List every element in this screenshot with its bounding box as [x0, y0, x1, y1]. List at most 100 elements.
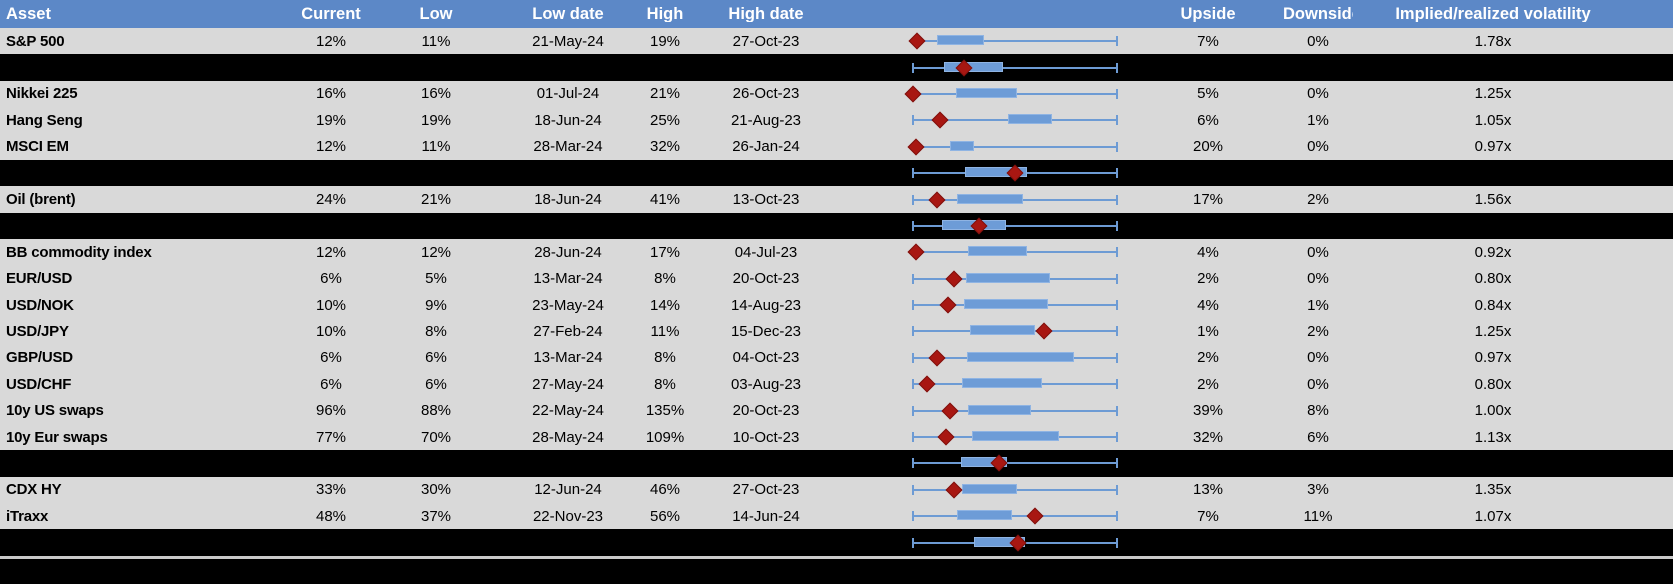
range-boxplot [833, 266, 1133, 292]
range-box [937, 35, 985, 46]
upside-value: 4% [1197, 244, 1219, 260]
high-value: 25% [649, 112, 681, 128]
low-value: 8% [425, 323, 447, 339]
low-date-value: 21-May-24 [532, 33, 604, 49]
high-date-value: 27-Oct-23 [732, 33, 800, 49]
table-row: Nikkei 225 16% 16% 01-Jul-24 21% 26-Oct-23 5% 0… [0, 80, 1673, 108]
high-date-value: 13-Oct-23 [732, 192, 800, 208]
whisker-cap-left [912, 484, 914, 495]
asset-name: iTraxx [6, 508, 49, 524]
whisker-cap-left [912, 379, 914, 390]
implied-realized-value: 0.92x [1474, 244, 1512, 260]
range-boxplot [833, 213, 1133, 239]
column-header-asset: Asset [6, 5, 51, 23]
range-boxplot [833, 134, 1133, 160]
whisker-cap-right [1116, 484, 1118, 495]
current-diamond-marker [937, 428, 955, 446]
bottom-divider [0, 555, 1673, 559]
whisker-line [913, 224, 1117, 227]
asset-name: Hang Seng [6, 112, 83, 128]
range-boxplot [833, 318, 1133, 344]
whisker-cap-left [912, 220, 914, 231]
current-value: 19% [315, 112, 347, 128]
whisker-cap-left [912, 273, 914, 284]
low-value: 70% [420, 429, 452, 445]
whisker-line [913, 462, 1117, 465]
whisker-line [913, 66, 1117, 69]
column-header-low-date: Low date [532, 5, 604, 23]
upside-value: 5% [1197, 86, 1219, 102]
low-date-value: 23-May-24 [532, 297, 604, 313]
range-box [943, 61, 1003, 72]
low-date-value: 12-Jun-24 [534, 482, 602, 498]
current-diamond-marker [904, 85, 922, 103]
range-boxplot [833, 160, 1133, 186]
whisker-cap-right [1116, 115, 1118, 126]
range-box [1007, 114, 1052, 125]
table-row: 10y US swaps 96% 88% 22-May-24 135% 20-Oct-23… [0, 397, 1673, 424]
whisker-cap-left [912, 511, 914, 522]
upside-value: 17% [1192, 192, 1224, 208]
current-value: 12% [315, 139, 347, 155]
range-boxplot [833, 54, 1133, 80]
downside-value: 6% [1307, 429, 1329, 445]
high-value: 56% [649, 508, 681, 524]
high-date-value: 04-Oct-23 [732, 350, 800, 366]
separator-row [0, 529, 1673, 556]
whisker-cap-left [912, 62, 914, 73]
current-diamond-marker [1035, 322, 1053, 340]
separator-row [0, 54, 1673, 81]
implied-realized-value: 1.13x [1474, 429, 1512, 445]
downside-value: 1% [1307, 297, 1329, 313]
current-diamond-marker [918, 375, 936, 393]
implied-realized-value: 1.00x [1474, 403, 1512, 419]
low-date-value: 01-Jul-24 [536, 86, 600, 102]
whisker-line [913, 515, 1117, 518]
asset-name: GBP/USD [6, 350, 73, 366]
implied-realized-value: 0.80x [1474, 376, 1512, 392]
range-boxplot [833, 239, 1133, 265]
upside-value: 32% [1192, 429, 1224, 445]
range-box [961, 483, 1018, 494]
low-value: 21% [420, 192, 452, 208]
range-box [964, 299, 1048, 310]
downside-value: 8% [1307, 403, 1329, 419]
high-date-value: 10-Oct-23 [732, 429, 800, 445]
asset-name: Nikkei 225 [6, 86, 78, 102]
implied-realized-value: 1.78x [1474, 33, 1512, 49]
table-row: MSCI EM 12% 11% 28-Mar-24 32% 26-Jan-24 20% 0% 0… [0, 133, 1673, 160]
low-value: 11% [421, 33, 451, 49]
high-value: 46% [649, 482, 681, 498]
high-value: 41% [649, 192, 681, 208]
downside-value: 0% [1307, 350, 1329, 366]
whisker-cap-left [912, 537, 914, 548]
range-box [972, 431, 1059, 442]
range-box [967, 351, 1075, 362]
implied-realized-value: 1.07x [1474, 508, 1512, 524]
whisker-line [913, 40, 1117, 43]
low-value: 5% [425, 271, 447, 287]
range-boxplot [833, 503, 1133, 529]
column-header-high: High [646, 5, 684, 23]
whisker-cap-right [1116, 36, 1118, 47]
range-boxplot [833, 397, 1133, 423]
upside-value: 39% [1192, 403, 1224, 419]
high-value: 8% [654, 376, 676, 392]
column-header-low: Low [419, 5, 453, 23]
column-header-high-date: High date [728, 5, 804, 23]
separator-row [0, 450, 1673, 477]
range-boxplot [833, 81, 1133, 107]
downside-value: 0% [1307, 271, 1329, 287]
low-date-value: 13-Mar-24 [533, 271, 603, 287]
whisker-cap-right [1116, 352, 1118, 363]
whisker-cap-right [1116, 194, 1118, 205]
whisker-cap-right [1116, 511, 1118, 522]
high-date-value: 20-Oct-23 [732, 271, 800, 287]
asset-name: USD/NOK [6, 297, 74, 313]
footer-band [0, 558, 1673, 584]
current-value: 6% [320, 271, 342, 287]
table-header-row: Asset Current Low Low date High High dat… [0, 0, 1673, 28]
current-value: 10% [315, 323, 347, 339]
table-row: CDX HY 33% 30% 12-Jun-24 46% 27-Oct-23 13% 3% 1.… [0, 476, 1673, 504]
range-boxplot [833, 107, 1133, 133]
